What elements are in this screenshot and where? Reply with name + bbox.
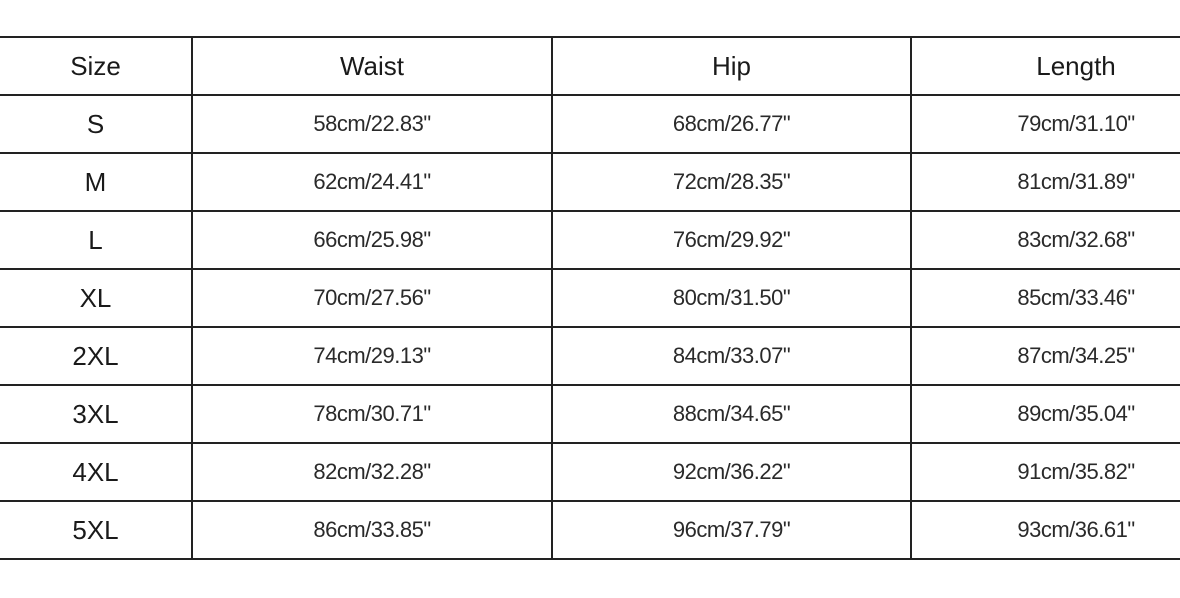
table-row: 2XL 74cm/29.13" 84cm/33.07" 87cm/34.25" bbox=[0, 326, 1180, 386]
cell-size: XL bbox=[0, 268, 193, 328]
cell-waist: 74cm/29.13" bbox=[191, 326, 553, 386]
cell-hip: 84cm/33.07" bbox=[551, 326, 912, 386]
table-row: 3XL 78cm/30.71" 88cm/34.65" 89cm/35.04" bbox=[0, 384, 1180, 444]
cell-length: 89cm/35.04" bbox=[910, 384, 1180, 444]
cell-hip: 76cm/29.92" bbox=[551, 210, 912, 270]
cell-size: M bbox=[0, 152, 193, 212]
table-row: XL 70cm/27.56" 80cm/31.50" 85cm/33.46" bbox=[0, 268, 1180, 328]
cell-waist: 86cm/33.85" bbox=[191, 500, 553, 560]
cell-hip: 88cm/34.65" bbox=[551, 384, 912, 444]
cell-hip: 68cm/26.77" bbox=[551, 94, 912, 154]
header-hip: Hip bbox=[551, 36, 912, 96]
cell-hip: 92cm/36.22" bbox=[551, 442, 912, 502]
cell-size: 2XL bbox=[0, 326, 193, 386]
cell-length: 79cm/31.10" bbox=[910, 94, 1180, 154]
cell-size: 4XL bbox=[0, 442, 193, 502]
cell-size: 5XL bbox=[0, 500, 193, 560]
cell-hip: 80cm/31.50" bbox=[551, 268, 912, 328]
cell-length: 83cm/32.68" bbox=[910, 210, 1180, 270]
cell-length: 85cm/33.46" bbox=[910, 268, 1180, 328]
cell-size: L bbox=[0, 210, 193, 270]
cell-waist: 66cm/25.98" bbox=[191, 210, 553, 270]
cell-waist: 58cm/22.83" bbox=[191, 94, 553, 154]
cell-length: 93cm/36.61" bbox=[910, 500, 1180, 560]
header-size: Size bbox=[0, 36, 193, 96]
table-row: 5XL 86cm/33.85" 96cm/37.79" 93cm/36.61" bbox=[0, 500, 1180, 560]
cell-hip: 72cm/28.35" bbox=[551, 152, 912, 212]
cell-waist: 78cm/30.71" bbox=[191, 384, 553, 444]
table-row: L 66cm/25.98" 76cm/29.92" 83cm/32.68" bbox=[0, 210, 1180, 270]
header-waist: Waist bbox=[191, 36, 553, 96]
cell-hip: 96cm/37.79" bbox=[551, 500, 912, 560]
cell-length: 87cm/34.25" bbox=[910, 326, 1180, 386]
cell-length: 81cm/31.89" bbox=[910, 152, 1180, 212]
table-row: 4XL 82cm/32.28" 92cm/36.22" 91cm/35.82" bbox=[0, 442, 1180, 502]
cell-size: S bbox=[0, 94, 193, 154]
header-row: Size Waist Hip Length bbox=[0, 36, 1180, 96]
cell-waist: 70cm/27.56" bbox=[191, 268, 553, 328]
cell-length: 91cm/35.82" bbox=[910, 442, 1180, 502]
table-row: S 58cm/22.83" 68cm/26.77" 79cm/31.10" bbox=[0, 94, 1180, 154]
size-chart-table: Size Waist Hip Length S 58cm/22.83" 68cm/2… bbox=[0, 36, 1180, 560]
cell-waist: 62cm/24.41" bbox=[191, 152, 553, 212]
header-length: Length bbox=[910, 36, 1180, 96]
cell-size: 3XL bbox=[0, 384, 193, 444]
table-row: M 62cm/24.41" 72cm/28.35" 81cm/31.89" bbox=[0, 152, 1180, 212]
cell-waist: 82cm/32.28" bbox=[191, 442, 553, 502]
